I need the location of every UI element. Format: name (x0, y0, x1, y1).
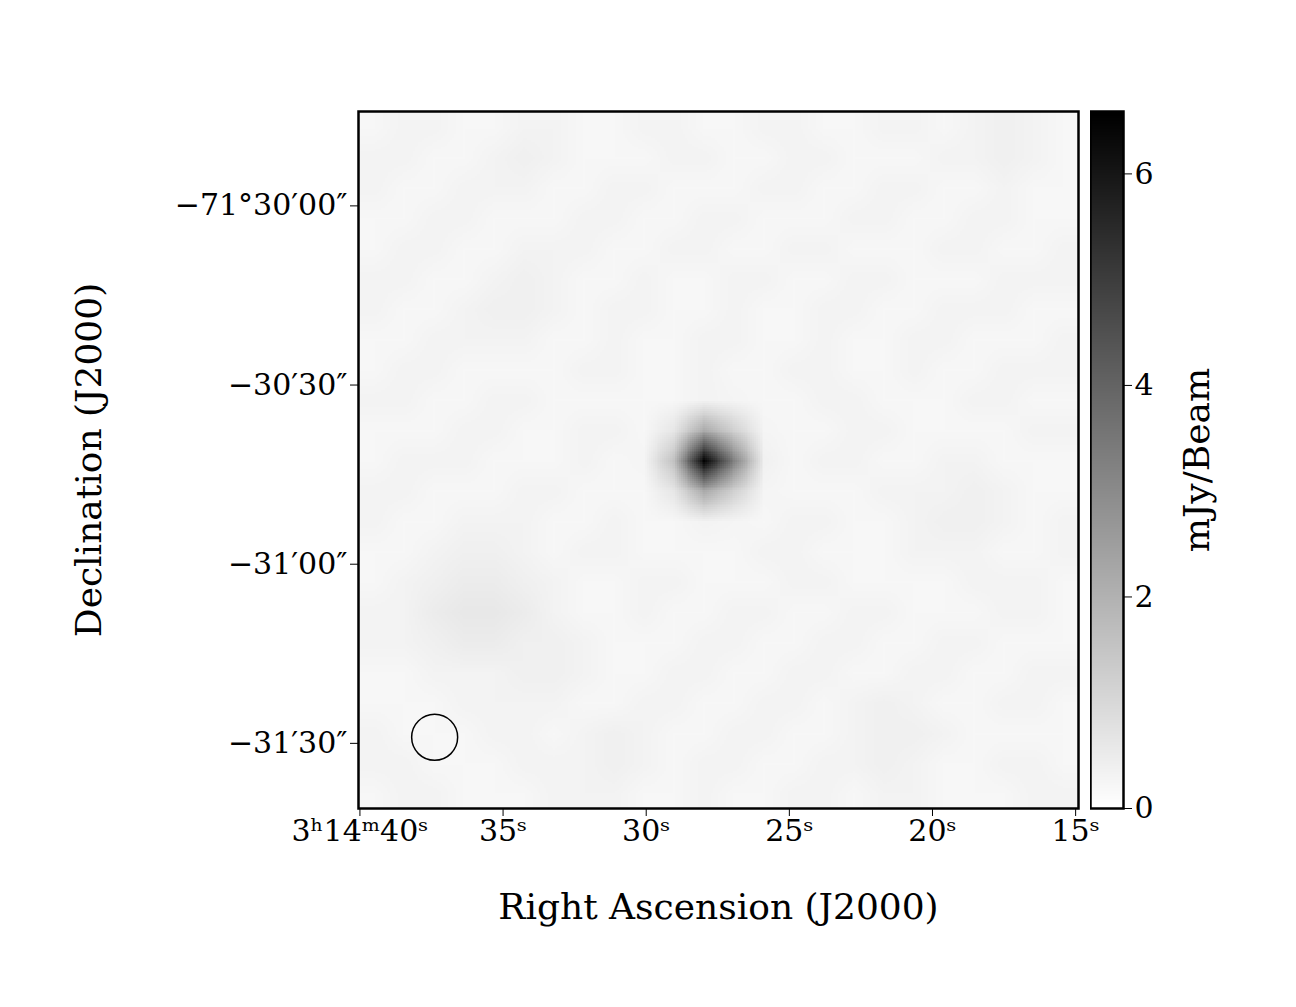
svg-text:−31′00″: −31′00″ (228, 546, 348, 581)
svg-text:0: 0 (1135, 790, 1154, 825)
svg-text:20ˢ: 20ˢ (908, 813, 956, 848)
svg-text:25ˢ: 25ˢ (765, 813, 813, 848)
svg-text:15ˢ: 15ˢ (1051, 813, 1099, 848)
svg-text:−71°30′00″: −71°30′00″ (175, 187, 348, 222)
svg-text:35ˢ: 35ˢ (479, 813, 527, 848)
svg-text:3ʰ14ᵐ40ˢ: 3ʰ14ᵐ40ˢ (291, 813, 428, 848)
svg-text:mJy/Beam: mJy/Beam (1176, 368, 1217, 552)
svg-text:6: 6 (1135, 156, 1154, 191)
svg-text:4: 4 (1135, 367, 1154, 402)
svg-text:2: 2 (1135, 579, 1154, 614)
svg-text:Right Ascension (J2000): Right Ascension (J2000) (498, 886, 938, 927)
svg-text:−31′30″: −31′30″ (228, 725, 348, 760)
svg-text:Declination (J2000): Declination (J2000) (68, 283, 109, 637)
svg-text:−30′30″: −30′30″ (228, 367, 348, 402)
svg-text:30ˢ: 30ˢ (622, 813, 670, 848)
